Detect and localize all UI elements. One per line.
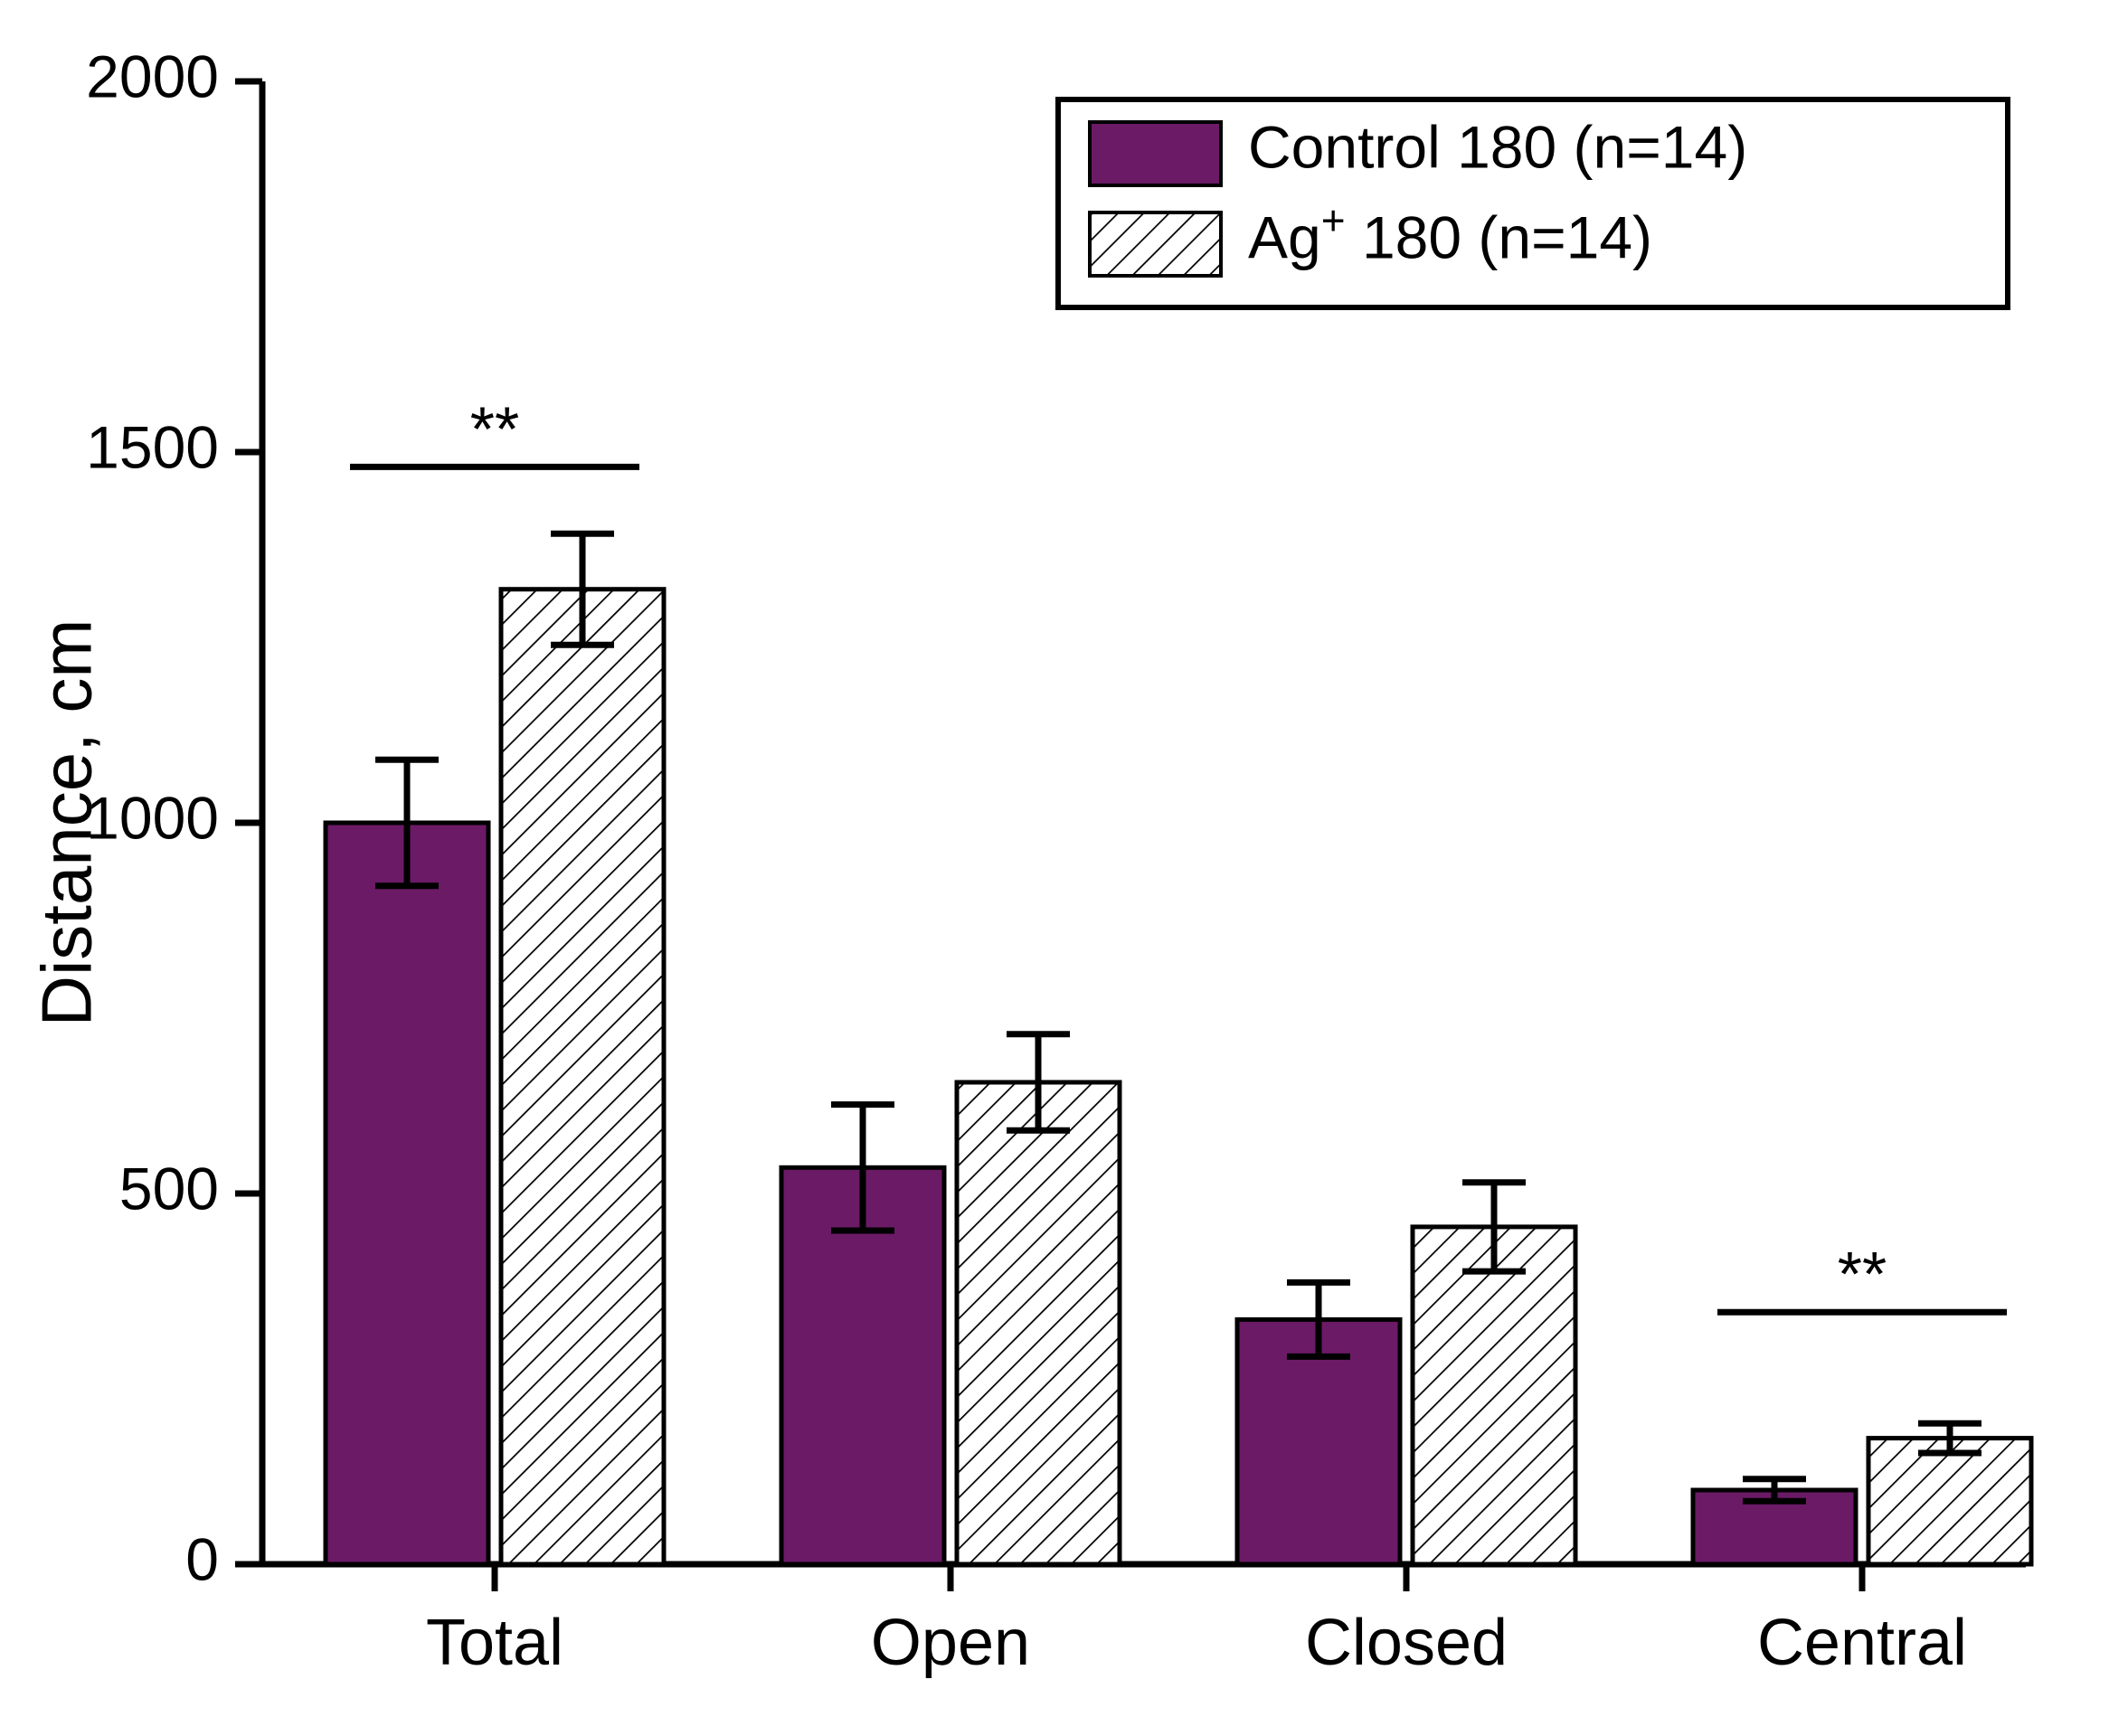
bar-ag: [957, 1082, 1120, 1564]
bar-ag: [1868, 1439, 2031, 1564]
x-category-label: Open: [871, 1607, 1030, 1679]
y-tick-label: 1500: [86, 413, 219, 480]
legend-label-control: Control 180 (n=14): [1248, 113, 1747, 180]
x-category-label: Central: [1757, 1607, 1967, 1679]
x-category-label: Total: [426, 1607, 563, 1679]
bar-chart: 0500100015002000Distance, cmTotalOpenClo…: [0, 0, 2128, 1736]
y-axis-label: Distance, cm: [27, 619, 107, 1027]
y-tick-label: 500: [119, 1155, 219, 1222]
bar-ag: [1413, 1227, 1575, 1564]
y-tick-label: 2000: [86, 42, 219, 109]
bar-control: [326, 823, 488, 1564]
y-tick-label: 0: [185, 1525, 219, 1592]
chart-container: 0500100015002000Distance, cmTotalOpenClo…: [0, 0, 2128, 1736]
bar-ag: [501, 590, 664, 1564]
legend-swatch-control: [1090, 122, 1221, 185]
legend-label-ag: Ag+ 180 (n=14): [1248, 196, 1652, 270]
x-category-label: Closed: [1305, 1607, 1508, 1679]
legend-swatch-ag: [1090, 212, 1221, 276]
significance-label: **: [470, 393, 519, 464]
significance-label: **: [1838, 1239, 1887, 1309]
